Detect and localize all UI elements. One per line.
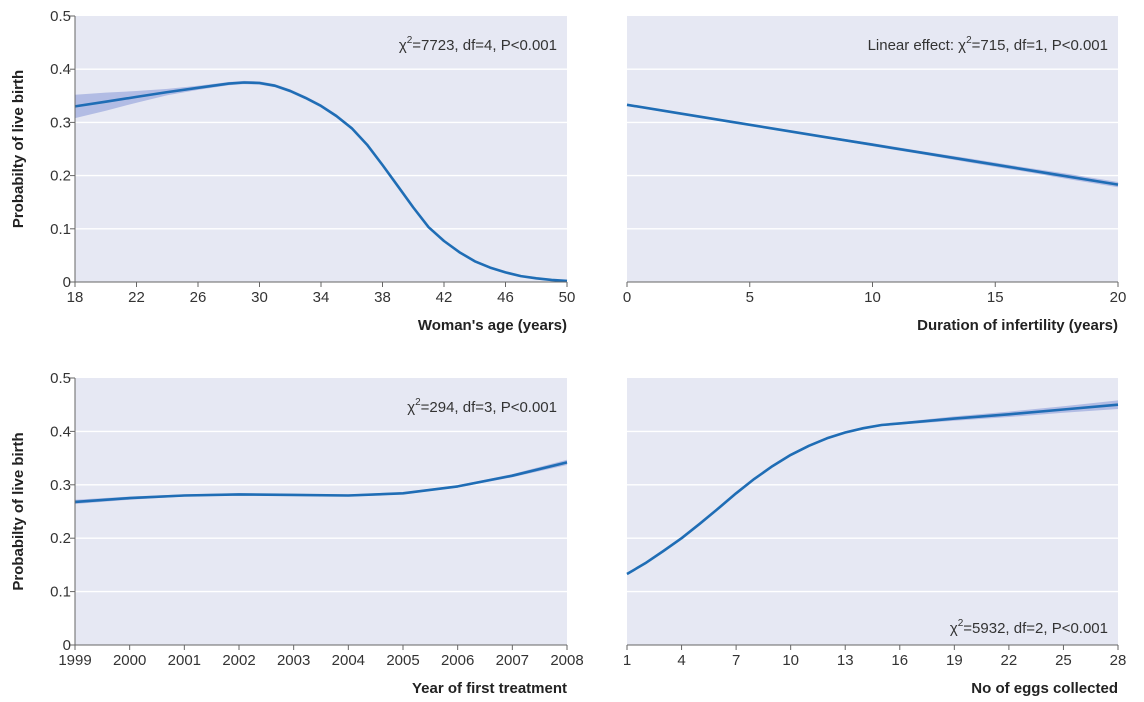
y-tick-label: 0.5 [50,8,71,25]
x-tick-label: 22 [1001,652,1018,669]
x-tick-label: 2005 [386,652,419,669]
plot-area [627,378,1118,645]
series-line [626,103,1119,186]
y-axis-label: Probabilty of live birth [10,432,27,590]
confidence-band [75,80,567,282]
y-tick-label: 0.4 [50,423,71,440]
x-tick-label: 26 [190,289,207,306]
chart-panel-top-left: 18 22 26 30 34 38 42 46 50 0 0.1 0.2 0.3 0.4 0.5 Probab… [10,8,575,334]
plot-area [627,16,1118,282]
x-tick-label: 2004 [332,652,365,669]
x-tick-label: 2002 [222,652,255,669]
x-axis-label: No of eggs collected [971,680,1118,697]
x-tick-label: 16 [891,652,908,669]
y-tick-label: 0.3 [50,477,71,494]
stat-annotation: χ2=294, df=3, P<0.001 [407,397,557,416]
y-tick-label: 0 [63,637,71,654]
x-tick-label: 10 [782,652,799,669]
x-axis-label: Year of first treatment [412,680,567,697]
x-tick-label: 2006 [441,652,474,669]
x-tick-label: 1 [623,652,631,669]
x-tick-label: 50 [559,289,576,306]
y-tick-label: 0.1 [50,221,71,238]
x-tick-label: 2007 [496,652,529,669]
x-tick-label: 2000 [113,652,146,669]
y-tick-label: 0.3 [50,114,71,131]
x-tick-label: 19 [946,652,963,669]
x-tick-label: 0 [623,289,631,306]
y-tick-label: 0.5 [50,370,71,387]
x-tick-label: 15 [987,289,1004,306]
x-tick-label: 34 [313,289,330,306]
x-tick-label: 42 [436,289,453,306]
x-axis-label: Woman's age (years) [418,317,567,334]
x-tick-label: 13 [837,652,854,669]
x-tick-label: 5 [746,289,754,306]
y-tick-label: 0.1 [50,584,71,601]
x-tick-label: 4 [677,652,685,669]
x-tick-label: 18 [67,289,84,306]
x-tick-label: 2008 [550,652,583,669]
chart-panel-bottom-right: 1 4 7 10 13 16 19 22 25 28 No of eggs collected χ2=… [623,378,1127,697]
x-tick-label: 1999 [58,652,91,669]
chart-panel-top-right: 0 5 10 15 20 Duration of infertility (years) L… [623,16,1127,334]
stat-annotation: χ2=7723, df=4, P<0.001 [399,35,557,54]
series-line [74,81,568,283]
y-tick-label: 0.2 [50,168,71,185]
series-line [626,403,1119,576]
series-line [74,461,568,504]
x-tick-label: 2003 [277,652,310,669]
x-tick-label: 25 [1055,652,1072,669]
plot-area [75,16,567,282]
x-tick-label: 38 [374,289,391,306]
x-tick-label: 20 [1110,289,1127,306]
y-tick-label: 0 [63,274,71,291]
y-tick-label: 0.2 [50,530,71,547]
stat-annotation: Linear effect: χ2=715, df=1, P<0.001 [868,35,1108,54]
stat-annotation: χ2=5932, df=2, P<0.001 [950,618,1108,637]
x-tick-label: 30 [251,289,268,306]
x-tick-label: 28 [1110,652,1127,669]
x-axis-label: Duration of infertility (years) [917,317,1118,334]
x-tick-label: 10 [864,289,881,306]
x-tick-label: 22 [128,289,145,306]
y-tick-label: 0.4 [50,61,71,78]
x-tick-label: 7 [732,652,740,669]
x-tick-label: 2001 [168,652,201,669]
y-axis-label: Probabilty of live birth [10,70,27,228]
chart-panel-bottom-left: 1999 2000 2001 2002 2003 2004 2005 2006 2007 2008… [10,370,584,697]
plot-area [75,378,567,645]
x-tick-label: 46 [497,289,514,306]
